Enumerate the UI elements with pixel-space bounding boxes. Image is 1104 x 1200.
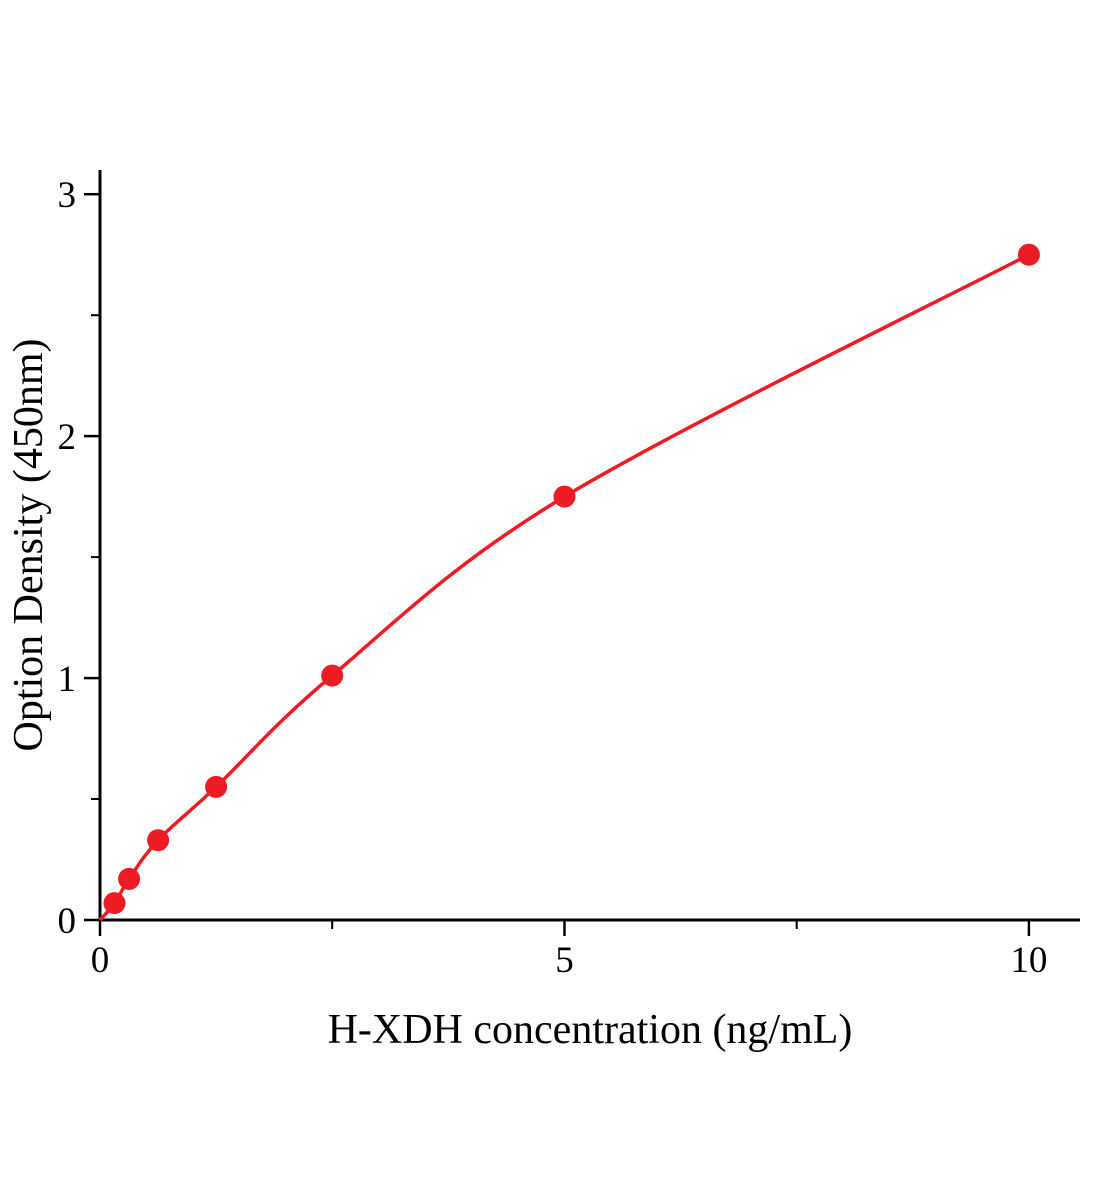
plot-layer: 0 5 10 0 1 2 3 bbox=[58, 170, 1080, 981]
fit-curve bbox=[98, 253, 1030, 922]
y-tick-label: 3 bbox=[58, 175, 77, 216]
y-tick-label: 1 bbox=[58, 659, 77, 700]
x-tick-label: 5 bbox=[555, 940, 574, 981]
y-tick-label: 2 bbox=[58, 417, 77, 458]
x-tick-label: 0 bbox=[91, 940, 110, 981]
y-tick-label: 0 bbox=[58, 901, 77, 942]
x-axis-label: H-XDH concentration (ng/mL) bbox=[328, 1007, 853, 1053]
data-point bbox=[205, 775, 228, 798]
data-point bbox=[1017, 243, 1040, 266]
y-axis-label: Option Density (450nm) bbox=[6, 339, 52, 752]
data-point bbox=[118, 867, 141, 890]
data-point bbox=[103, 892, 126, 915]
data-point bbox=[553, 485, 576, 508]
data-point bbox=[321, 664, 344, 687]
x-tick-label: 10 bbox=[1010, 940, 1047, 981]
data-point bbox=[147, 829, 170, 852]
